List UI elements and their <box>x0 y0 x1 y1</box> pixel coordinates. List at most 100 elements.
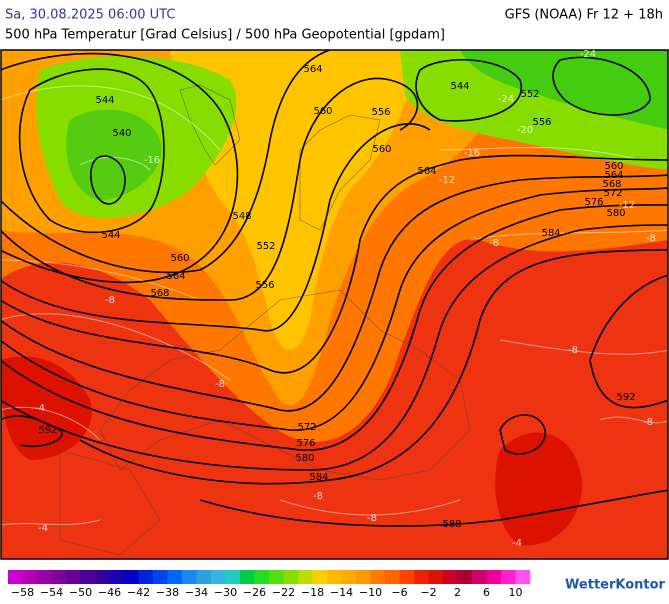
colorbar-swatch <box>443 570 458 584</box>
temperature-label: -8 <box>215 379 225 390</box>
colorbar-swatch <box>95 570 110 584</box>
colorbar-swatch <box>428 570 444 584</box>
colorbar-swatch <box>312 570 328 584</box>
colorbar-swatch <box>109 570 125 584</box>
colorbar-label: −14 <box>330 586 353 599</box>
colorbar-swatch <box>8 570 23 584</box>
geopotential-label: 592 <box>616 392 635 403</box>
temperature-label: -8 <box>489 238 499 249</box>
colorbar-swatch <box>501 570 516 584</box>
colorbar-label: −50 <box>69 586 92 599</box>
geopotential-label: 584 <box>541 228 560 239</box>
colorbar-label: −38 <box>156 586 179 599</box>
geopotential-label: 572 <box>297 422 316 433</box>
header-model: GFS (NOAA) Fr 12 + 18h <box>505 8 663 23</box>
geopotential-label: 564 <box>417 166 436 177</box>
colorbar-label: −58 <box>11 586 34 599</box>
temperature-label: -8 <box>367 513 377 524</box>
colorbar-label: −42 <box>127 586 150 599</box>
geopotential-label: 556 <box>532 117 551 128</box>
colorbar-swatch <box>385 570 400 584</box>
colorbar-swatch <box>399 570 415 584</box>
temperature-label: -8 <box>646 233 656 244</box>
temperature-label: -12 <box>439 175 455 186</box>
geopotential-label: 556 <box>255 280 274 291</box>
temperature-label: -24 <box>498 94 514 105</box>
geopotential-label: 544 <box>101 230 120 241</box>
colorbar-swatch <box>472 570 487 584</box>
colorbar-label: 10 <box>509 586 523 599</box>
geopotential-label: 568 <box>150 288 169 299</box>
geopotential-label: 564 <box>303 64 322 75</box>
geopotential-label: 548 <box>232 211 251 222</box>
colorbar-swatch <box>515 570 531 584</box>
geopotential-label: 576 <box>584 197 603 208</box>
colorbar-swatch <box>269 570 284 584</box>
geopotential-label: 552 <box>256 241 275 252</box>
colorbar-swatch <box>196 570 212 584</box>
colorbar-swatch <box>486 570 502 584</box>
colorbar-swatch <box>138 570 154 584</box>
colorbar-swatch <box>240 570 255 584</box>
temperature-label: -8 <box>105 295 115 306</box>
colorbar-swatch <box>22 570 38 584</box>
geopotential-label: 564 <box>166 271 185 282</box>
colorbar-label: −30 <box>214 586 237 599</box>
colorbar-label: 2 <box>454 586 461 599</box>
colorbar-swatch <box>298 570 313 584</box>
geopotential-label: 580 <box>606 208 625 219</box>
temperature-label: -4 <box>35 403 45 414</box>
colorbar-label: −54 <box>40 586 63 599</box>
colorbar-swatch <box>327 570 342 584</box>
header-date: Sa, 30.08.2025 06:00 UTC <box>5 8 175 23</box>
temperature-label: -8 <box>313 491 323 502</box>
colorbar-label: 6 <box>483 586 490 599</box>
colorbar-swatch <box>66 570 81 584</box>
map-frame <box>0 49 669 560</box>
colorbar-swatch <box>414 570 429 584</box>
geopotential-label: 588 <box>442 519 461 530</box>
temperature-label: -12 <box>619 200 635 211</box>
colorbar-swatch <box>457 570 473 584</box>
colorbar-swatch <box>283 570 299 584</box>
colorbar-label: −6 <box>391 586 407 599</box>
colorbar-label: −18 <box>301 586 324 599</box>
geopotential-label: 552 <box>520 89 539 100</box>
colorbar-label: −26 <box>243 586 266 599</box>
colorbar-swatch <box>182 570 197 584</box>
geopotential-label: 540 <box>112 128 131 139</box>
geopotential-label: 544 <box>95 95 114 106</box>
geopotential-label: 560 <box>604 161 623 172</box>
colorbar-swatch <box>80 570 96 584</box>
header-subtitle: 500 hPa Temperatur [Grad Celsius] / 500 … <box>5 28 445 43</box>
temperature-label: -20 <box>517 125 533 136</box>
colorbar-swatch <box>37 570 52 584</box>
temperature-label: -4 <box>38 523 48 534</box>
temperature-label: -8 <box>643 417 653 428</box>
geopotential-label: 556 <box>371 107 390 118</box>
temperature-label: -8 <box>568 345 578 356</box>
geopotential-label: 564 <box>604 170 623 181</box>
temperature-label: -24 <box>580 49 596 60</box>
colorbar-swatch <box>153 570 168 584</box>
colorbar-swatch <box>341 570 357 584</box>
geopotential-label: 568 <box>602 179 621 190</box>
geopotential-label: 576 <box>296 438 315 449</box>
geopotential-label: 580 <box>295 453 314 464</box>
temperature-label: -16 <box>144 155 160 166</box>
geopotential-label: 592 <box>38 425 57 436</box>
colorbar-label: −46 <box>98 586 121 599</box>
colorbar: −58 −54 −50 −46 −42 −38 −34 −30 −26 −22 −18 −14 −10−… <box>8 570 531 599</box>
colorbar-swatch <box>370 570 386 584</box>
logo: WetterKontor <box>565 578 666 593</box>
temperature-label: -16 <box>464 148 480 159</box>
geopotential-label: 544 <box>450 81 469 92</box>
colorbar-swatch <box>211 570 226 584</box>
temperature-label: -4 <box>512 538 522 549</box>
colorbar-swatch <box>51 570 67 584</box>
colorbar-swatch <box>356 570 371 584</box>
